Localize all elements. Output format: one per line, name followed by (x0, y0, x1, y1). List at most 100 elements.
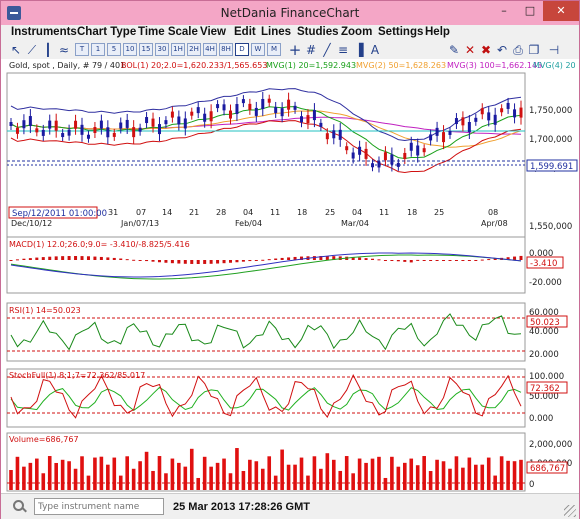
minimize-button[interactable]: – (501, 4, 507, 17)
candle-body (390, 154, 394, 165)
menu-lines[interactable]: Lines (261, 26, 292, 38)
studies-icon[interactable]: ▐ (354, 43, 364, 57)
rsi-panel[interactable] (6, 302, 526, 362)
bar-chart-icon[interactable]: ≈ (58, 43, 70, 57)
volume-bar (383, 477, 388, 490)
crosshair-icon[interactable]: + (288, 41, 302, 59)
menu-chart-type[interactable]: Chart Type (77, 26, 137, 38)
resize-grip[interactable] (564, 505, 576, 517)
line-chart-icon[interactable]: ⟋ (27, 43, 37, 57)
menu-view[interactable]: View (200, 26, 226, 38)
macd-value: -3.410 (530, 259, 557, 269)
stoch-value-badge (526, 381, 568, 394)
volume-bar (241, 470, 246, 490)
timescale-button[interactable]: 5 (107, 43, 121, 56)
pin-icon[interactable]: ⊣ (548, 43, 560, 57)
grid-icon[interactable]: # (305, 43, 317, 57)
menu-edit[interactable]: Edit (234, 26, 256, 38)
macd-hist-bar (228, 260, 232, 263)
timescale-button[interactable]: 2H (187, 43, 201, 56)
volume-bar (499, 456, 504, 490)
copy-icon[interactable]: ❐ (528, 43, 540, 57)
candle-body (125, 119, 129, 128)
candle-body (209, 111, 213, 122)
volume-bar (319, 468, 323, 490)
volume-bar (183, 466, 188, 490)
timescale-button[interactable]: 15 (139, 43, 153, 56)
macd-panel[interactable] (6, 236, 526, 294)
pointer-icon[interactable]: ✎ (448, 43, 460, 57)
date-tick: 04 (352, 208, 362, 217)
macd-hist-bar (487, 259, 491, 261)
menu-studies[interactable]: Studies (297, 26, 339, 38)
volume-bar (248, 459, 252, 490)
menu-time-scale[interactable]: Time Scale (138, 26, 198, 38)
timescale-button[interactable]: 8H (219, 43, 233, 56)
undo-icon[interactable]: ↶ (496, 43, 508, 57)
volume-bar (519, 459, 523, 490)
candle-body (145, 117, 149, 124)
date-tick: 04 (243, 208, 253, 217)
candle-body (377, 161, 381, 168)
delete-icon[interactable]: ✕ (464, 43, 476, 57)
macd-hist-bar (119, 258, 123, 260)
macd-hist-bar (254, 260, 258, 261)
candle-body (28, 116, 32, 127)
volume-bar (486, 457, 491, 490)
delete-all-icon[interactable]: ✖ (480, 43, 492, 57)
trend-line-icon[interactable]: ╱ (323, 43, 331, 57)
volume-value-badge (526, 461, 568, 474)
macd-hist-bar (435, 260, 439, 261)
macd-hist-bar (93, 256, 97, 260)
macd-hist-bar (351, 257, 355, 260)
maximize-button[interactable]: □ (524, 4, 536, 17)
instrument-search-input[interactable] (34, 498, 164, 515)
candle-body (228, 110, 232, 119)
timescale-button[interactable]: 4H (203, 43, 217, 56)
macd-hist-bar (164, 260, 168, 263)
macd-hist-bar (319, 256, 323, 260)
date-tick: 18 (407, 208, 417, 217)
timescale-button[interactable]: 10 (123, 43, 137, 56)
menu-help[interactable]: Help (425, 26, 450, 38)
volume-panel[interactable] (6, 432, 526, 492)
timescale-button[interactable]: W (251, 43, 265, 56)
arrow-icon[interactable]: ↖ (10, 43, 22, 57)
candle-body (500, 108, 504, 113)
menu-settings[interactable]: Settings (378, 26, 424, 38)
candle-body (461, 117, 465, 126)
candle-body (293, 105, 297, 110)
timescale-button[interactable]: 1H (171, 43, 185, 56)
toolbar: ↖ ⟋ ┃ ≈ T 1 5 10 15 30 1H 2H 4H 8H D W M… (1, 41, 579, 59)
macd-hist-bar (106, 257, 110, 260)
candle-body (435, 127, 439, 136)
menu-zoom[interactable]: Zoom (341, 26, 373, 38)
rsi-value: 50.023 (530, 318, 560, 328)
candle-body (345, 146, 349, 151)
timescale-button-active[interactable]: D (235, 43, 249, 56)
print-icon[interactable]: ⎙ (513, 43, 523, 57)
candle-body (383, 152, 387, 161)
menu-instruments[interactable]: Instruments (11, 26, 77, 38)
volume-bar (60, 459, 65, 490)
timescale-button[interactable]: 30 (155, 43, 169, 56)
fib-icon[interactable]: ≡ (337, 43, 349, 57)
volume-bar (448, 468, 452, 490)
macd-hist-bar (261, 259, 265, 261)
volume-bar (73, 468, 78, 490)
volume-bar (331, 459, 336, 490)
macd-hist-bar (177, 260, 181, 264)
stoch-panel[interactable] (6, 368, 526, 428)
timescale-button[interactable]: 1 (91, 43, 105, 56)
timescale-button[interactable]: M (267, 43, 281, 56)
chart-area[interactable]: Gold, spot , Daily, # 79 / 401 BOL(1) 20… (1, 59, 579, 493)
date-tick: 21 (189, 208, 199, 217)
volume-bar (131, 468, 136, 490)
candlestick-icon[interactable]: ┃ (44, 43, 52, 57)
macd-value-badge (526, 256, 564, 269)
price-panel[interactable] (6, 72, 526, 264)
date-tick: 18 (297, 208, 307, 217)
close-button[interactable]: ✕ (543, 1, 579, 21)
text-icon[interactable]: A (370, 43, 380, 57)
timescale-button[interactable]: T (75, 43, 89, 56)
